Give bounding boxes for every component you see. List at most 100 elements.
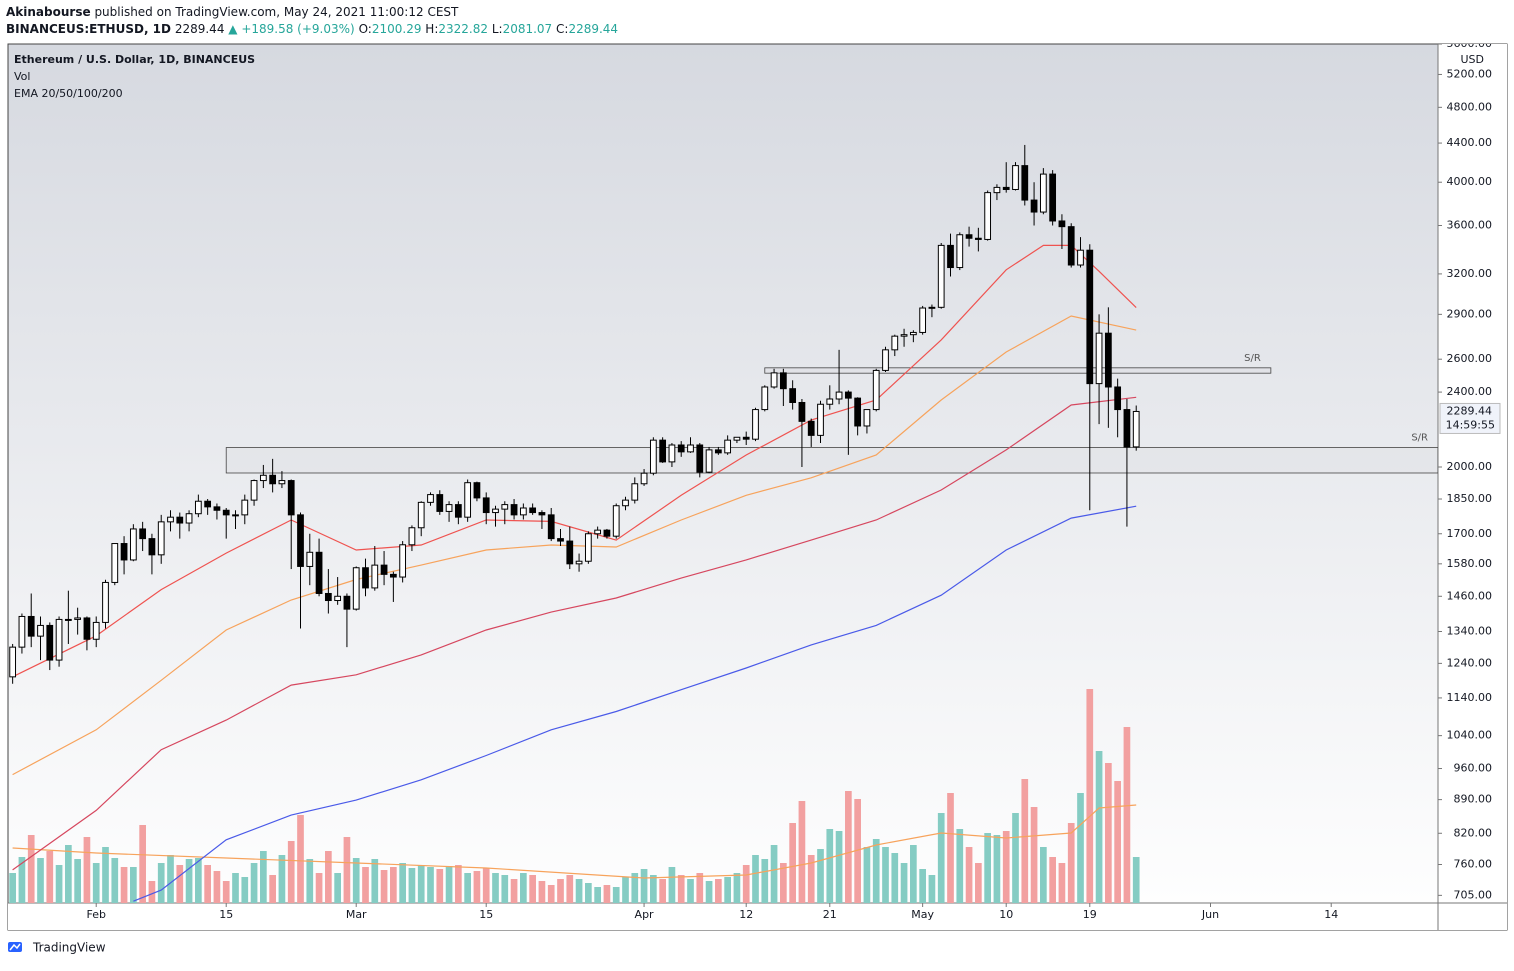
volume-bar [1002, 831, 1010, 903]
candle-body [1049, 173, 1057, 222]
candle-body [176, 516, 184, 524]
volume-bar [1105, 763, 1112, 903]
candle-body [584, 533, 592, 562]
volume-bar [594, 887, 601, 903]
y-tick-label: 960.00 [1454, 762, 1493, 775]
header-line-2: BINANCEUS:ETHUSD, 1D 2289.44 ▲ +189.58 (… [6, 22, 618, 36]
volume-bar [399, 863, 406, 903]
candle-body [696, 444, 704, 473]
volume-bar [139, 825, 146, 903]
countdown: 14:59:55 [1446, 418, 1495, 431]
ema-line [12, 315, 1137, 776]
x-tick-label: 10 [999, 908, 1013, 921]
candle-body [965, 234, 973, 239]
candle-body [380, 564, 388, 575]
candle-body [900, 334, 908, 337]
volume-bar [362, 867, 369, 903]
y-tick-label: 705.00 [1454, 888, 1493, 901]
footer-logo [8, 942, 22, 952]
candle-body [324, 592, 332, 602]
candle-body [157, 521, 165, 556]
candle-body [974, 237, 982, 240]
candle-body [1132, 410, 1140, 448]
volume-bar [65, 845, 72, 903]
y-tick-label: 1240.00 [1447, 656, 1493, 669]
volume-bar [501, 875, 509, 903]
volume-bar [640, 869, 648, 903]
volume-bar [27, 835, 35, 903]
candle-body [566, 540, 574, 565]
volume-bar [575, 879, 583, 903]
volume-bar [975, 863, 982, 903]
plot-area: S/R S/R [9, 144, 1438, 903]
o-value: 2100.29 [372, 22, 422, 36]
candle-body [807, 420, 815, 436]
c-value: 2289.44 [568, 22, 618, 36]
volume-bar [882, 847, 889, 903]
volume-bar [111, 858, 119, 903]
o-label: O: [359, 22, 372, 36]
header-line-1: Akinabourse published on TradingView.com… [6, 5, 459, 19]
volume-bar [1058, 863, 1066, 903]
sr-label: S/R [1411, 433, 1428, 444]
candle-body [111, 543, 119, 583]
volume-bar [37, 858, 44, 903]
candle-body [64, 618, 72, 621]
candle-body [742, 436, 750, 440]
volume-bar [157, 863, 165, 903]
x-tick-label: 14 [1324, 908, 1338, 921]
volume-bar [92, 863, 100, 903]
candle-body [167, 516, 174, 523]
candle-body [482, 497, 490, 514]
volume-bar [482, 868, 490, 903]
candle-body [547, 514, 555, 540]
volume-bar [427, 867, 434, 903]
y-tick-label: 3600.00 [1447, 219, 1493, 232]
volume-bar [148, 881, 156, 903]
y-tick-label: 2600.00 [1447, 352, 1493, 365]
y-tick-label: 1140.00 [1447, 691, 1493, 704]
candle-body [1114, 386, 1122, 411]
y-tick-label: 890.00 [1454, 793, 1493, 806]
candle-body [371, 564, 379, 589]
volume-bar [854, 799, 861, 903]
y-tick-label: 1700.00 [1447, 527, 1493, 540]
price-axis: 5600.00 5200.00 4800.00 4400.00 4000.00 3600.… [1438, 44, 1501, 901]
volume-bar [408, 868, 416, 903]
volume-bar [510, 879, 518, 903]
candle-body [724, 439, 732, 454]
y-tick-label: 1340.00 [1447, 625, 1493, 638]
volume-bar [770, 845, 778, 903]
x-tick-label: Apr [635, 908, 655, 921]
candle-body [919, 307, 927, 333]
x-tick-label: 12 [739, 908, 753, 921]
volume-bar [74, 859, 81, 903]
candle-body [120, 543, 128, 561]
candle-body [1095, 332, 1103, 385]
candle-body [993, 186, 1001, 194]
candle-body [844, 391, 852, 399]
volume-bar [492, 873, 499, 903]
volume-bar [585, 883, 592, 903]
volume-bar [993, 835, 1001, 903]
candle-body [705, 449, 713, 473]
volume-bar [835, 831, 843, 903]
candle-body [492, 508, 499, 514]
candle-body [1039, 173, 1047, 213]
candle-body [213, 506, 221, 511]
candle-body [83, 617, 91, 640]
published: published on TradingView.com, May 24, 20… [94, 5, 459, 19]
last-price: 2289.44 [175, 22, 225, 36]
volume-bar [603, 885, 611, 903]
candle-body [55, 618, 63, 661]
candle-body [408, 527, 416, 546]
volume-bar [380, 870, 388, 903]
candle-body [789, 388, 797, 403]
volume-bar [789, 823, 796, 903]
volume-bar [18, 857, 26, 903]
candle-body [92, 621, 100, 640]
volume-bar [965, 847, 973, 903]
candle-body [1123, 409, 1131, 448]
candle-body [649, 439, 657, 474]
volume-bar [1030, 807, 1038, 903]
